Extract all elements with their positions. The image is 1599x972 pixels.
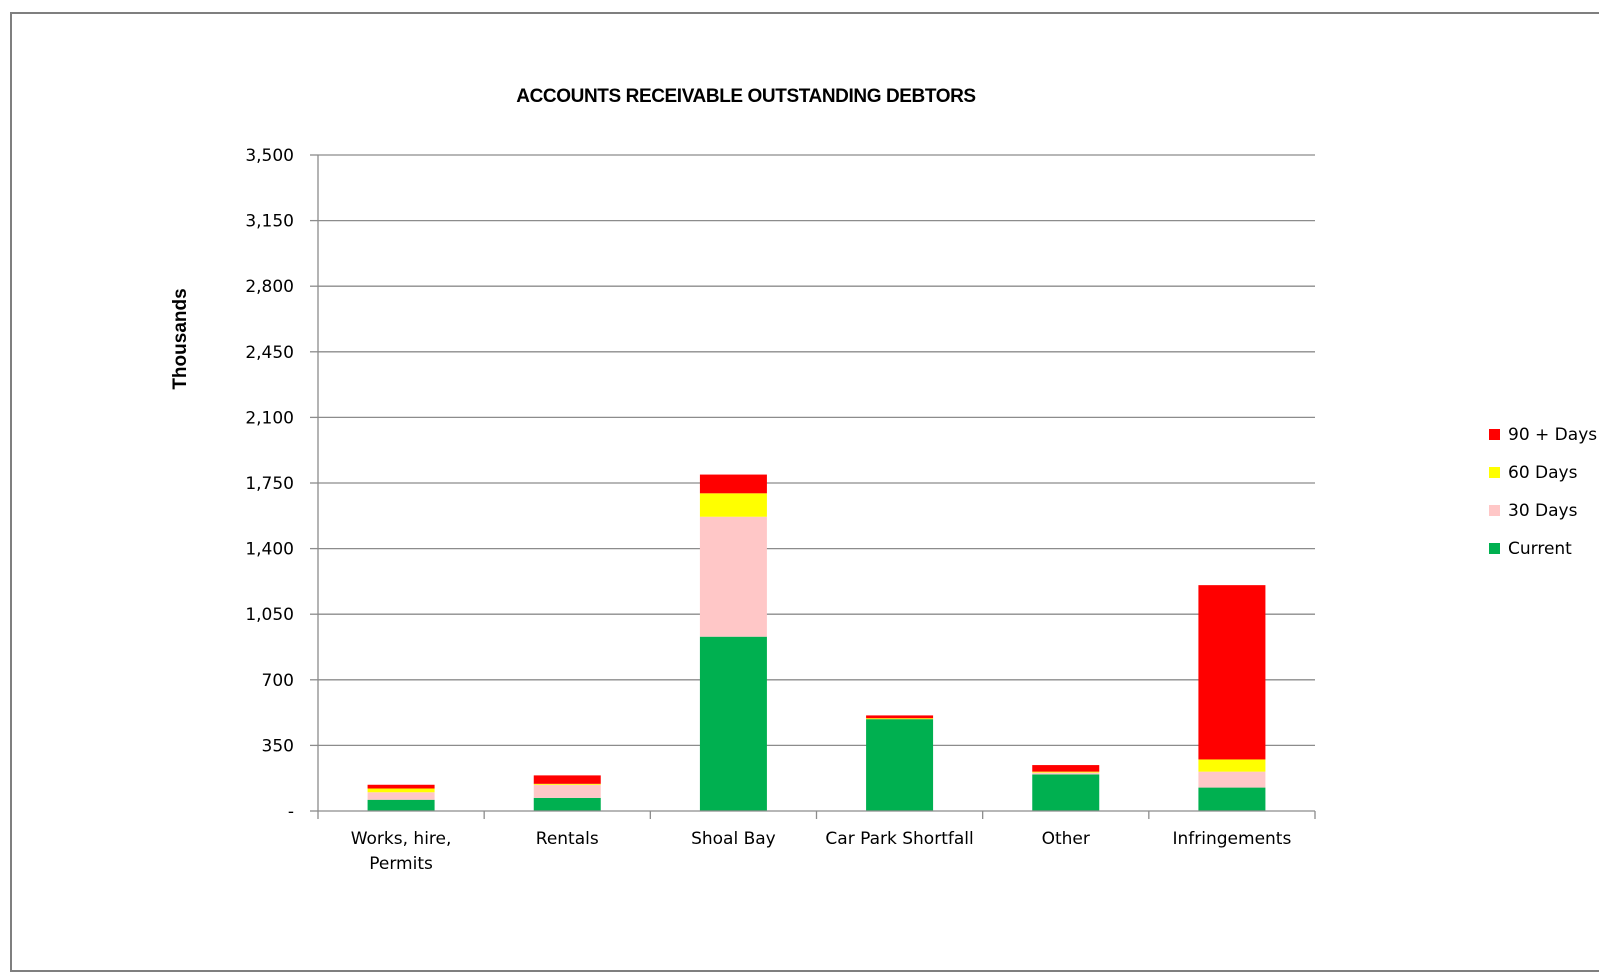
x-tick-label: Works, hire, (351, 829, 452, 849)
bar-segment (367, 799, 435, 811)
bar-segment (367, 788, 435, 793)
legend: 90 + Days 60 Days 30 Days Current (1489, 425, 1597, 559)
bar-segment (699, 516, 767, 637)
x-tick-label: Shoal Bay (691, 829, 776, 849)
legend-swatch (1489, 467, 1500, 478)
bar-segment (866, 719, 934, 811)
legend-swatch (1489, 543, 1500, 554)
y-tick-label: 2,100 (245, 408, 294, 428)
bar-segment (533, 783, 601, 785)
bar-segment (533, 784, 601, 798)
y-tick-label: 1,750 (245, 474, 294, 494)
legend-label: Current (1508, 539, 1572, 559)
chart-frame (10, 12, 1599, 972)
bar-segment (866, 715, 934, 719)
y-tick-label: - (288, 802, 294, 822)
bar-segment (1198, 787, 1266, 811)
y-tick-label: 700 (262, 671, 294, 691)
bar-segment (1032, 765, 1100, 772)
bar-segment (699, 474, 767, 494)
bar-segment (1198, 585, 1266, 760)
bar-segment (699, 493, 767, 517)
x-tick-label: Infringements (1173, 829, 1292, 849)
axes: - 350 700 1,050 1,400 1,750 2,100 2,450 2,800 3,1… (245, 146, 1316, 874)
x-tick-label: Rentals (536, 829, 599, 849)
y-tick-label: 3,150 (245, 212, 294, 232)
legend-label: 90 + Days (1508, 425, 1597, 445)
gridlines (318, 154, 1315, 747)
bar-segment (1198, 759, 1266, 772)
y-tick-label: 350 (262, 736, 294, 756)
legend-swatch (1489, 429, 1500, 440)
bar-segment (866, 718, 934, 720)
legend-swatch (1489, 505, 1500, 516)
x-tick-label: Permits (369, 854, 433, 874)
bars (367, 474, 1266, 811)
y-tick-label: 2,800 (245, 277, 294, 297)
chart-title: ACCOUNTS RECEIVABLE OUTSTANDING DEBTORS (516, 86, 975, 107)
bar-segment (367, 784, 435, 789)
bar-segment (1032, 772, 1100, 775)
y-tick-label: 1,050 (245, 605, 294, 625)
y-tick-label: 2,450 (245, 343, 294, 363)
legend-label: 30 Days (1508, 501, 1578, 521)
x-tick-label: Other (1042, 829, 1090, 849)
legend-label: 60 Days (1508, 463, 1578, 483)
bar-segment (533, 797, 601, 811)
bar-segment (1032, 774, 1100, 811)
y-tick-label: 1,400 (245, 540, 294, 560)
y-axis-label: Thousands (170, 288, 191, 389)
bar-segment (1032, 771, 1100, 773)
bar-segment (1198, 771, 1266, 788)
x-tick-label: Car Park Shortfall (825, 829, 973, 849)
bar-segment (367, 792, 435, 800)
y-tick-label: 3,500 (245, 146, 294, 166)
bar-segment (699, 636, 767, 811)
bar-segment (533, 775, 601, 784)
